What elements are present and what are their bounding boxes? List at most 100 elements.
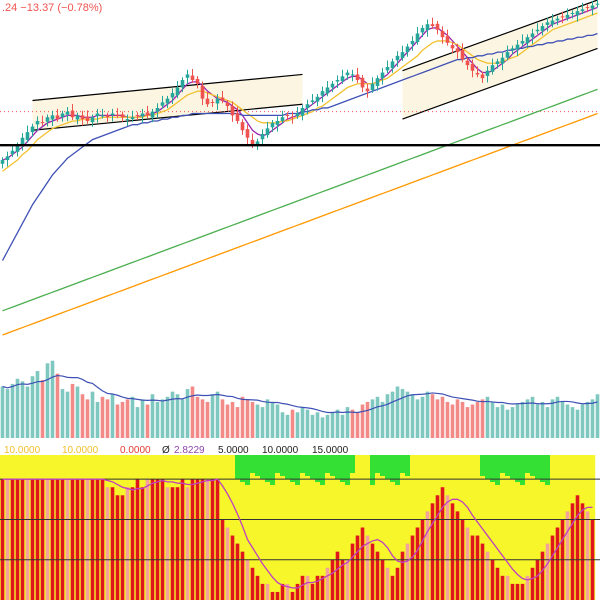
volume-bar-80	[400, 389, 405, 438]
ind-bar-111	[555, 527, 560, 600]
ind-bar-26	[130, 487, 135, 600]
candle-body-110	[550, 20, 555, 25]
ind-green-96	[480, 455, 486, 476]
volume-bar-94	[470, 404, 475, 438]
ind-bar-24	[120, 495, 125, 600]
volume-bar-27	[135, 407, 140, 438]
ind-bg-98	[490, 455, 496, 600]
volume-bar-7	[35, 371, 40, 438]
ind-bar-49	[245, 559, 250, 600]
volume-bar-67	[335, 409, 340, 438]
candle-body-43	[215, 98, 220, 104]
ma-line-ma_300	[2, 112, 598, 336]
volume-bar-12	[60, 389, 65, 438]
ind-bar-99	[495, 567, 500, 600]
channel-upper-line-1	[402, 0, 598, 72]
volume-bar-31	[155, 401, 160, 438]
ind-bar-12	[60, 479, 65, 600]
ind-bar-108	[540, 551, 545, 600]
volume-bar-88	[440, 396, 445, 438]
candle-body-102	[510, 48, 515, 50]
candle-body-90	[450, 45, 455, 49]
volume-bar-57	[285, 414, 290, 438]
volume-bar-78	[390, 391, 395, 438]
ind-bar-68	[340, 559, 345, 600]
ma-line-ma_200	[2, 88, 598, 312]
ind-bg-101	[505, 455, 511, 600]
candle-body-89	[445, 36, 450, 43]
candle-body-55	[275, 120, 280, 126]
volume-bar-76	[380, 401, 385, 438]
candle-body-93	[465, 60, 470, 66]
ind-bar-46	[230, 535, 235, 600]
indicator-panel	[0, 455, 600, 600]
candle-body-54	[270, 122, 275, 128]
price-change-text: .24 −13.37 (−0.78%)	[2, 2, 102, 14]
volume-bar-87	[435, 399, 440, 438]
volume-bar-84	[420, 396, 425, 438]
candle-body-62	[310, 100, 315, 102]
ind-bar-102	[510, 583, 515, 600]
candle-body-87	[435, 23, 440, 30]
ind-green-67	[335, 455, 341, 479]
ind-bar-107	[535, 559, 540, 600]
channel-lower-line-0	[32, 103, 303, 131]
candle-body-7	[35, 120, 40, 125]
ind-bar-101	[505, 575, 510, 600]
ind-bg-80	[400, 455, 406, 600]
volume-bar-9	[45, 363, 50, 438]
candle-body-0	[0, 160, 5, 164]
volume-bar-97	[485, 396, 490, 438]
candle-body-25	[125, 119, 130, 121]
ind-bar-36	[180, 479, 185, 600]
volume-bar-18	[90, 391, 95, 438]
candle-body-38	[190, 75, 195, 81]
candle-body-13	[65, 111, 70, 115]
ind-bar-55	[275, 591, 280, 600]
ind-bar-45	[225, 527, 230, 600]
ind-bg-52	[260, 455, 266, 600]
ind-bg-108	[540, 455, 546, 600]
ind-green-99	[495, 455, 501, 485]
ind-bar-67	[335, 551, 340, 600]
candle-body-63	[315, 96, 320, 102]
ind-green-80	[400, 455, 406, 473]
volume-bar-8	[40, 380, 45, 438]
ind-bar-94	[470, 535, 475, 600]
volume-bar-58	[290, 409, 295, 438]
candle-body-116	[580, 9, 585, 12]
volume-bar-85	[425, 391, 430, 438]
ind-header-item-2: 0.0000	[120, 445, 151, 456]
ind-bar-88	[440, 487, 445, 600]
volume-bar-23	[115, 404, 120, 438]
ind-green-65	[325, 455, 331, 473]
candle-body-100	[500, 57, 505, 64]
ind-bar-91	[455, 511, 460, 600]
volume-bar-45	[225, 404, 230, 438]
candle-body-78	[390, 61, 395, 69]
volume-bar-81	[405, 391, 410, 438]
ind-signal-line	[2, 478, 593, 589]
candle-body-41	[205, 98, 210, 105]
volume-bar-54	[270, 401, 275, 438]
candle-body-42	[210, 101, 215, 103]
ind-bar-41	[205, 479, 210, 600]
ind-bar-9	[45, 479, 50, 600]
ind-bg-78	[390, 455, 396, 600]
candle-body-11	[55, 115, 60, 120]
candle-body-50	[250, 139, 255, 146]
candle-body-71	[355, 74, 360, 81]
ind-bg-57	[285, 455, 291, 600]
ind-green-78	[390, 455, 396, 482]
ind-bar-50	[250, 567, 255, 600]
volume-bar-89	[445, 401, 450, 438]
candle-body-51	[255, 141, 260, 146]
volume-bar-46	[230, 401, 235, 438]
candle-body-70	[350, 74, 355, 76]
candle-body-1	[5, 156, 10, 161]
ind-green-54	[270, 455, 276, 485]
volume-panel	[0, 360, 600, 438]
volume-bar-47	[235, 407, 240, 438]
ind-bg-50	[250, 455, 256, 600]
volume-bar-28	[140, 399, 145, 438]
